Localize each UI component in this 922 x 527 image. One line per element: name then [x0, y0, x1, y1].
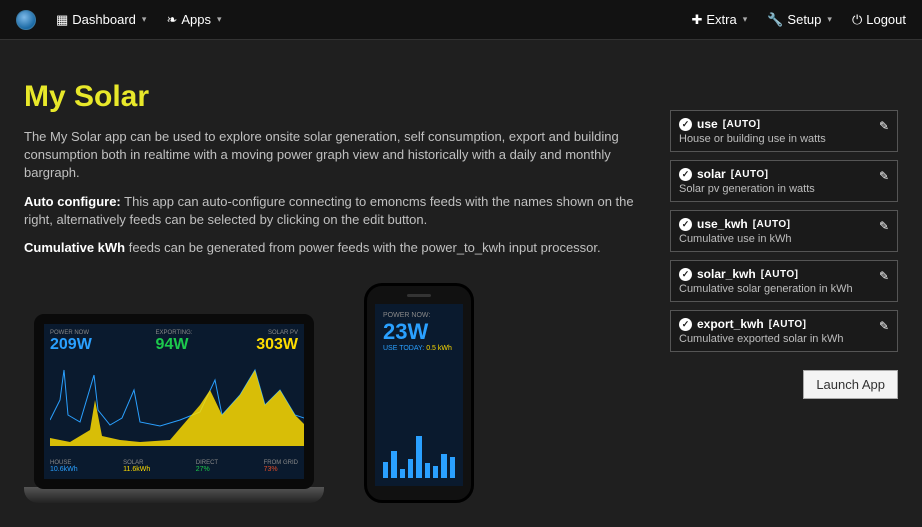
feed-auto-tag: [AUTO]	[731, 169, 769, 180]
phone-speaker	[407, 294, 431, 297]
triplet-value: 303W	[256, 336, 298, 354]
wrench-icon: 🔧	[767, 12, 783, 28]
caret-icon: ▾	[217, 14, 222, 25]
laptop-mockup: POWER NOW 209W EXPORTING: 94W SOLAR PV 3…	[24, 314, 324, 503]
power-icon: ⏻	[852, 12, 862, 28]
feed-name: solar_kwh	[697, 267, 756, 281]
cumulative-label: Cumulative kWh	[24, 240, 125, 255]
phone-screen: POWER NOW: 23W USE TODAY: 0.5 kWh	[375, 304, 463, 486]
caret-icon: ▾	[142, 14, 147, 25]
laptop-base	[24, 487, 324, 503]
feed-description: House or building use in watts	[679, 133, 889, 145]
edit-feed-icon[interactable]: ✎	[879, 219, 889, 233]
nav-dashboard[interactable]: ▦ Dashboard▾	[56, 12, 146, 28]
caret-icon: ▾	[827, 14, 832, 25]
nav-setup[interactable]: 🔧 Setup ▾	[767, 12, 832, 28]
feed-card: ✓ use_kwh [AUTO] Cumulative use in kWh✎	[670, 210, 898, 252]
power-now-label: POWER NOW:	[383, 312, 455, 319]
feed-card: ✓ use [AUTO] House or building use in watts…	[670, 110, 898, 152]
nav-extra[interactable]: ✚ Extra ▾	[691, 12, 747, 28]
edit-feed-icon[interactable]: ✎	[879, 319, 889, 333]
stat-direct: DIRECT27%	[196, 460, 218, 473]
triplet-power-now: POWER NOW 209W	[50, 330, 92, 354]
nav-dashboard-label: Dashboard	[72, 12, 136, 27]
phone-body: POWER NOW: 23W USE TODAY: 0.5 kWh	[364, 283, 474, 503]
edit-feed-icon[interactable]: ✎	[879, 169, 889, 183]
feed-sidebar: ✓ use [AUTO] House or building use in watts…	[670, 80, 898, 503]
edit-feed-icon[interactable]: ✎	[879, 269, 889, 283]
bar	[416, 436, 421, 479]
phone-mockup: POWER NOW: 23W USE TODAY: 0.5 kWh	[364, 283, 474, 503]
leaf-icon: ❧	[166, 12, 177, 28]
logo	[16, 10, 36, 30]
nav-logout[interactable]: ⏻ Logout	[852, 12, 906, 28]
bar	[391, 451, 396, 479]
device-mockups: POWER NOW 209W EXPORTING: 94W SOLAR PV 3…	[24, 283, 642, 503]
auto-configure-paragraph: Auto configure: This app can auto-config…	[24, 193, 642, 229]
launch-app-button[interactable]: Launch App	[803, 370, 898, 399]
feed-card: ✓ solar [AUTO] Solar pv generation in watts…	[670, 160, 898, 202]
power-now-value: 23W	[383, 319, 455, 345]
nav-extra-label: Extra	[706, 12, 736, 27]
nav-setup-label: Setup	[787, 12, 821, 27]
triplet-value: 209W	[50, 336, 92, 354]
bar	[425, 463, 430, 478]
feed-name: export_kwh	[697, 317, 764, 331]
check-icon: ✓	[679, 118, 692, 131]
feed-card: ✓ export_kwh [AUTO] Cumulative exported sol…	[670, 310, 898, 352]
edit-feed-icon[interactable]: ✎	[879, 119, 889, 133]
check-icon: ✓	[679, 218, 692, 231]
laptop-triplets: POWER NOW 209W EXPORTING: 94W SOLAR PV 3…	[50, 330, 298, 354]
stat-from-grid: FROM GRID73%	[264, 460, 298, 473]
feed-name: solar	[697, 167, 726, 181]
feed-name: use	[697, 117, 718, 131]
bar	[433, 466, 438, 479]
triplet-value: 94W	[156, 336, 193, 354]
use-today: USE TODAY: 0.5 kWh	[383, 345, 455, 352]
stat-house: HOUSE10.6kWh	[50, 460, 78, 473]
feed-description: Solar pv generation in watts	[679, 183, 889, 195]
nav-apps-label: Apps	[181, 12, 211, 27]
feed-name: use_kwh	[697, 217, 748, 231]
main-content: My Solar The My Solar app can be used to…	[24, 80, 642, 503]
feed-description: Cumulative exported solar in kWh	[679, 333, 889, 345]
auto-configure-label: Auto configure:	[24, 194, 121, 209]
caret-icon: ▾	[743, 14, 748, 25]
feed-card: ✓ solar_kwh [AUTO] Cumulative solar generat…	[670, 260, 898, 302]
page-title: My Solar	[24, 80, 642, 114]
nav-logout-label: Logout	[866, 12, 906, 27]
use-today-value: 0.5 kWh	[426, 345, 452, 352]
bar	[441, 454, 446, 478]
triplet-exporting: EXPORTING: 94W	[156, 330, 193, 354]
nav-apps[interactable]: ❧ Apps ▾	[166, 12, 221, 28]
feed-auto-tag: [AUTO]	[769, 319, 807, 330]
feed-auto-tag: [AUTO]	[753, 219, 791, 230]
bar	[408, 459, 413, 478]
stat-solar: SOLAR11.6kWh	[123, 460, 150, 473]
triplet-solar-pv: SOLAR PV 303W	[256, 330, 298, 354]
feed-description: Cumulative use in kWh	[679, 233, 889, 245]
feed-description: Cumulative solar generation in kWh	[679, 283, 889, 295]
plus-icon: ✚	[691, 12, 702, 28]
check-icon: ✓	[679, 318, 692, 331]
bar	[383, 462, 388, 479]
check-icon: ✓	[679, 168, 692, 181]
bar	[400, 469, 405, 478]
navbar: ▦ Dashboard▾ ❧ Apps▾ ✚ Extra▾ 🔧 Setup▾ ⏻…	[0, 0, 922, 40]
cumulative-paragraph: Cumulative kWh feeds can be generated fr…	[24, 239, 642, 257]
feed-auto-tag: [AUTO]	[761, 269, 799, 280]
use-today-label: USE TODAY:	[383, 345, 424, 352]
feed-auto-tag: [AUTO]	[723, 119, 761, 130]
check-icon: ✓	[679, 268, 692, 281]
cumulative-text: feeds can be generated from power feeds …	[125, 240, 601, 255]
laptop-screen: POWER NOW 209W EXPORTING: 94W SOLAR PV 3…	[34, 314, 314, 489]
laptop-footer-stats: HOUSE10.6kWh SOLAR11.6kWh DIRECT27% FROM…	[50, 460, 298, 473]
intro-paragraph: The My Solar app can be used to explore …	[24, 128, 642, 183]
laptop-chart	[50, 360, 310, 446]
phone-bar-chart	[383, 428, 455, 478]
bar	[450, 457, 455, 478]
